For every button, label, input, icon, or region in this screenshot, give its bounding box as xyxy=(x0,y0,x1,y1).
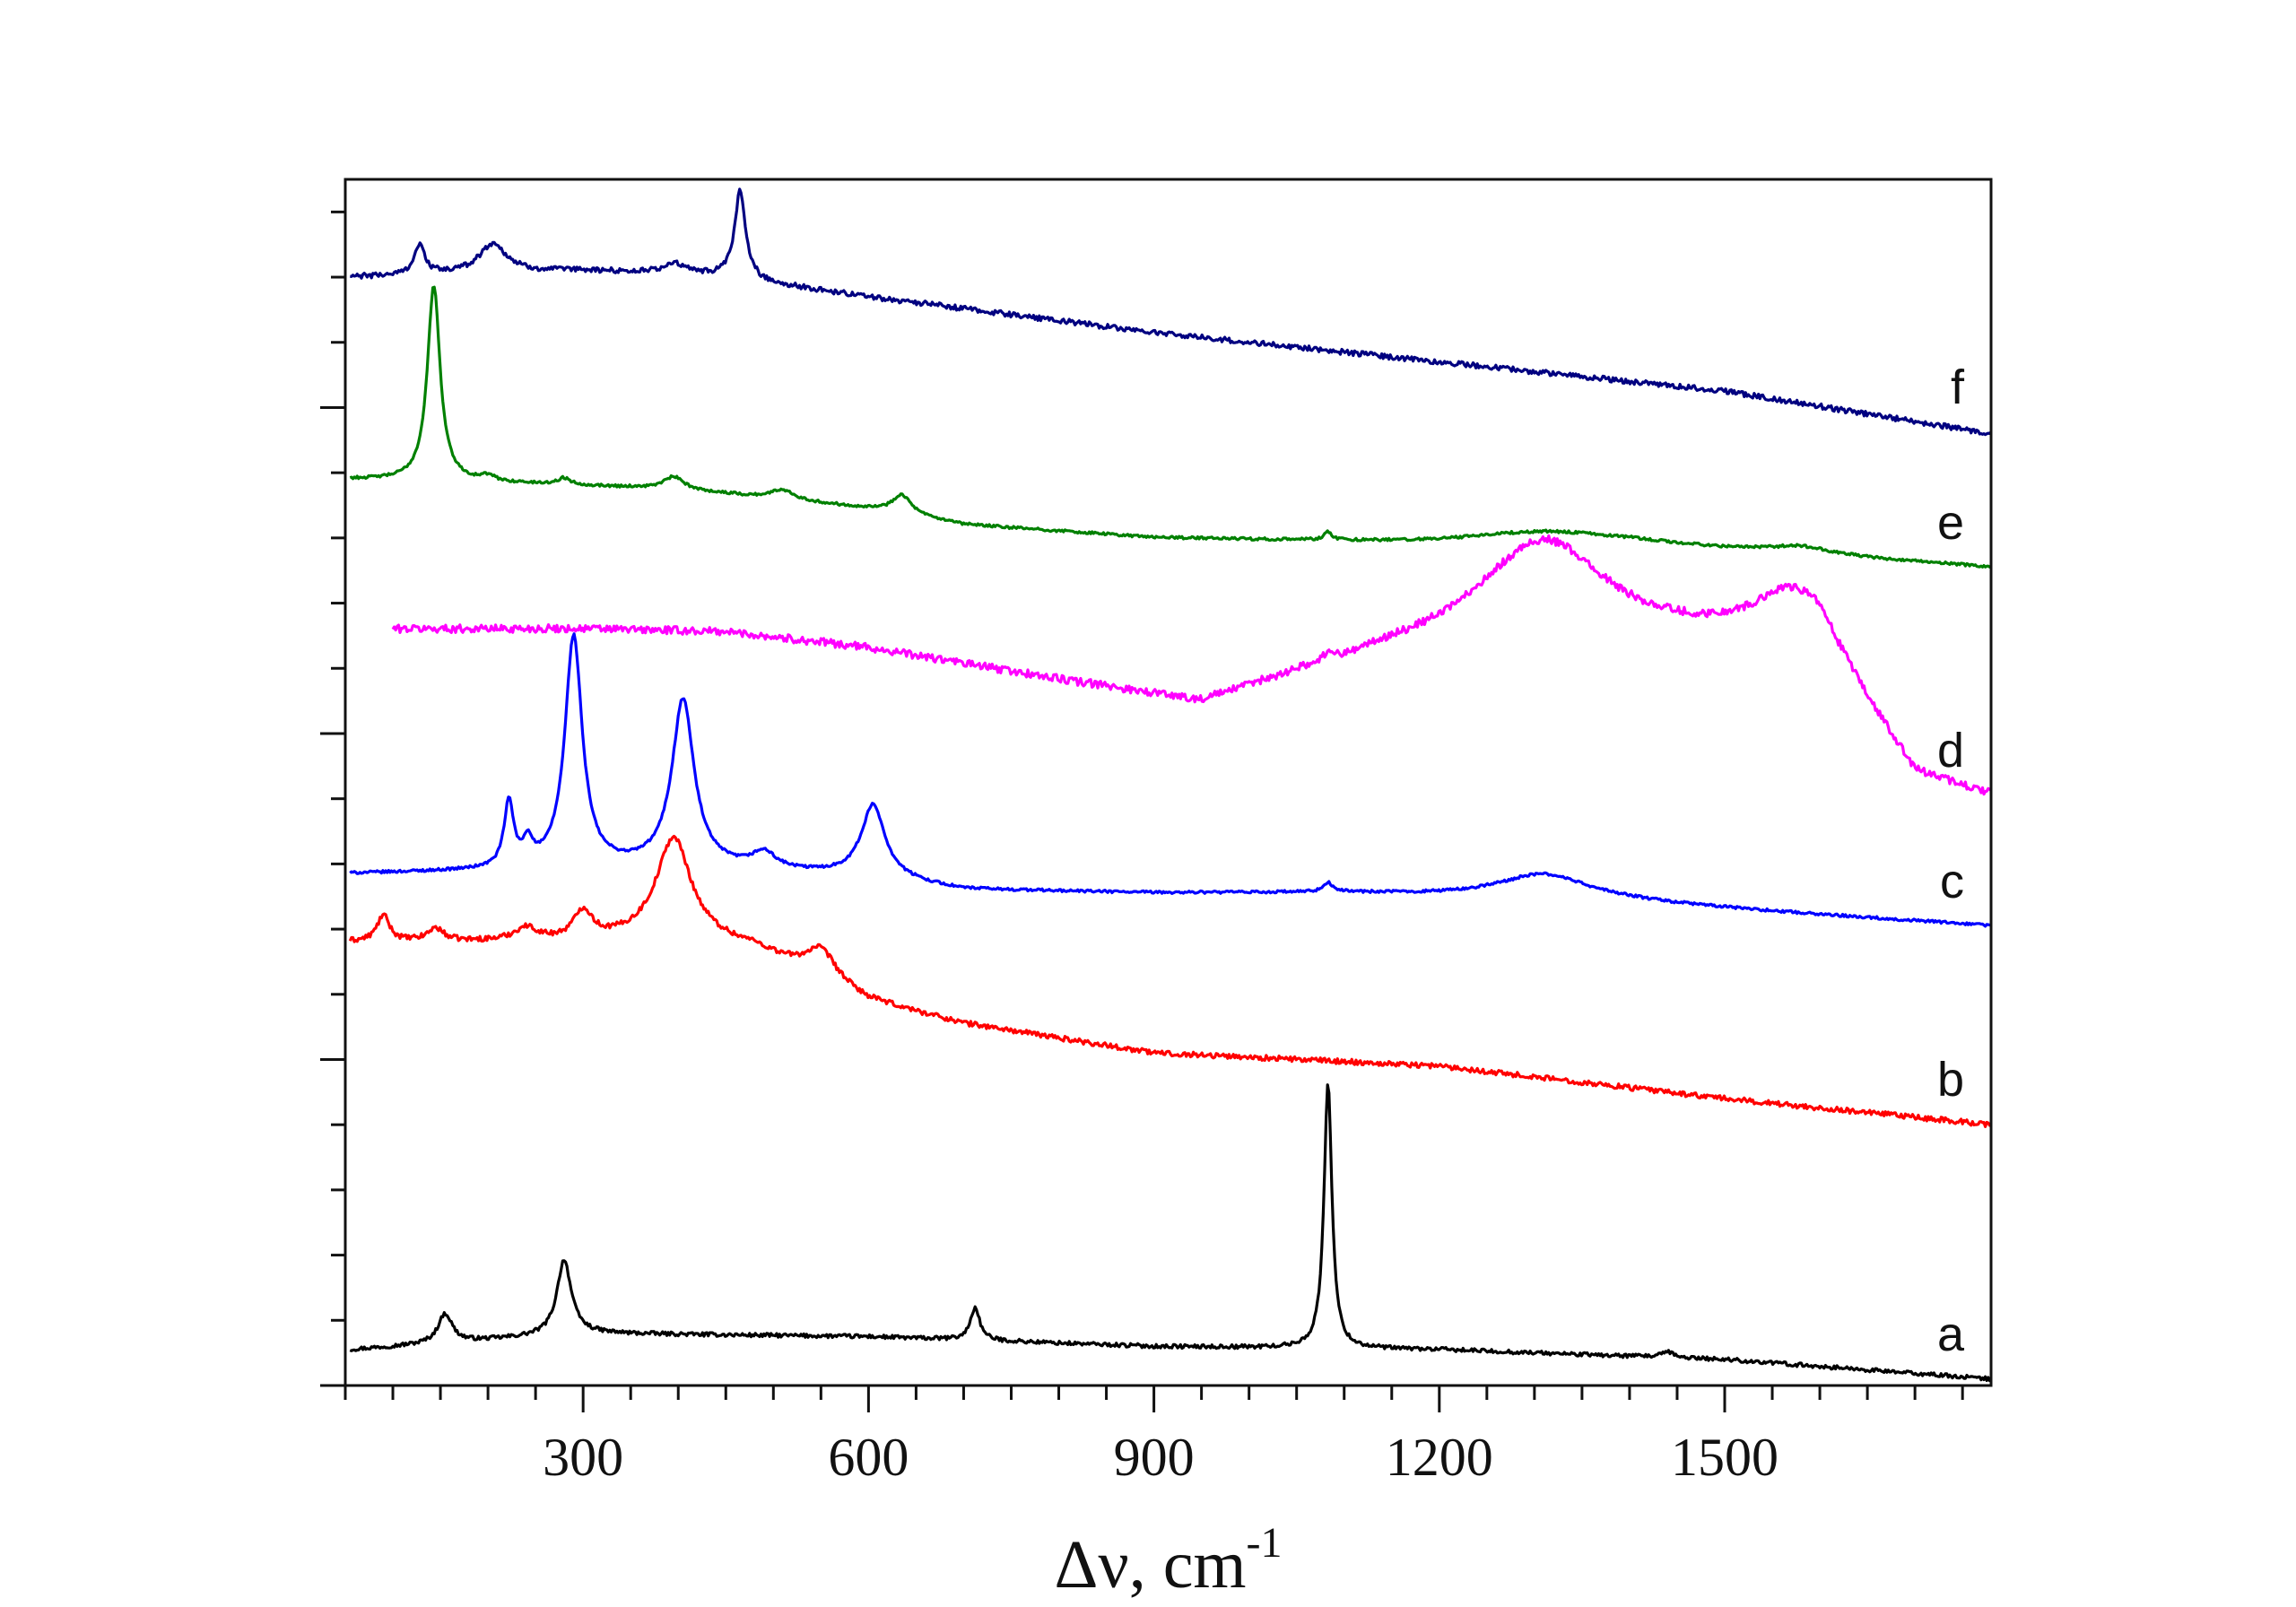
series-line-e xyxy=(349,285,1993,569)
x-tick-label: 900 xyxy=(1114,1428,1195,1487)
series-label-b: b xyxy=(1937,1053,1964,1107)
series-label-a: a xyxy=(1937,1307,1965,1361)
x-tick-label: 300 xyxy=(543,1428,623,1487)
x-axis-title: Δν, cm-1 xyxy=(1054,1519,1282,1603)
series-line-d xyxy=(391,534,1993,796)
x-axis-title-superscript: -1 xyxy=(1247,1519,1283,1567)
series-line-f xyxy=(350,187,1993,437)
series-label-d: d xyxy=(1937,724,1964,777)
x-tick-label: 1500 xyxy=(1671,1428,1779,1487)
plot-frame xyxy=(344,178,1993,1387)
labels-group: a b c d e f xyxy=(1937,360,1965,1361)
series-line-b xyxy=(348,834,1992,1128)
x-tick-label: 1200 xyxy=(1386,1428,1493,1487)
series-label-f: f xyxy=(1951,360,1965,414)
series-line-a xyxy=(349,1083,1993,1383)
series-group xyxy=(348,187,1993,1383)
axes-group: 300 600 900 1200 1500 Δν, cm-1 xyxy=(320,178,1993,1603)
x-tick-label: 600 xyxy=(828,1428,909,1487)
series-label-e: e xyxy=(1937,496,1964,550)
series-line-c xyxy=(349,632,1992,928)
series-label-c: c xyxy=(1940,855,1964,908)
